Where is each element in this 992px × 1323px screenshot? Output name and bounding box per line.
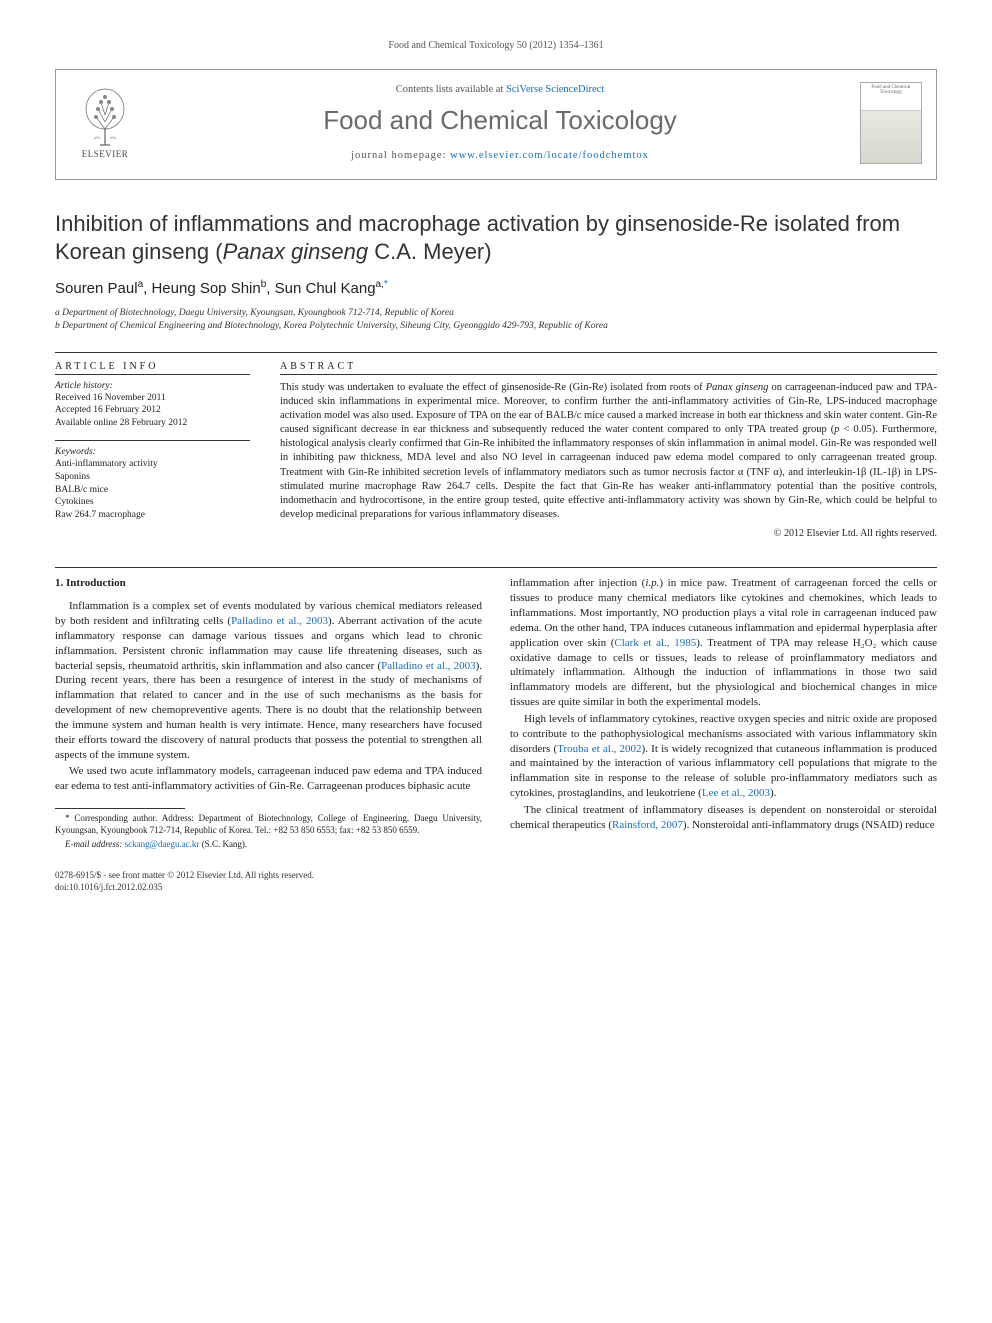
article-title: Inhibition of inflammations and macropha… <box>55 210 937 265</box>
abstract-block: ABSTRACT This study was undertaken to ev… <box>280 361 937 540</box>
elsevier-tree-icon <box>78 87 133 147</box>
citation-lee-2003[interactable]: Lee et al., 2003 <box>702 787 770 799</box>
citation-palladino-2003-b[interactable]: Palladino et al., 2003 <box>381 660 475 672</box>
journal-homepage-line: journal homepage: www.elsevier.com/locat… <box>140 150 860 161</box>
journal-masthead-box: ELSEVIER Contents lists available at Sci… <box>55 69 937 180</box>
publisher-label: ELSEVIER <box>82 149 129 159</box>
article-history-label: Article history: <box>55 381 250 391</box>
abstract-copyright: © 2012 Elsevier Ltd. All rights reserved… <box>280 528 937 539</box>
front-matter-line: 0278-6915/$ - see front matter © 2012 El… <box>55 870 937 882</box>
info-abstract-row: ARTICLE INFO Article history: Received 1… <box>55 361 937 540</box>
info-rule-2 <box>55 440 250 441</box>
email-author-name: (S.C. Kang). <box>202 839 248 849</box>
body-two-column: 1. Introduction Inflammation is a comple… <box>55 576 937 850</box>
section-1-heading: 1. Introduction <box>55 576 482 591</box>
journal-center-block: Contents lists available at SciVerse Sci… <box>140 84 860 161</box>
corresponding-author-email[interactable]: sckang@daegu.ac.kr <box>125 839 200 849</box>
citation-clark-1985[interactable]: Clark et al., 1985 <box>614 637 696 649</box>
page-running-head: Food and Chemical Toxicology 50 (2012) 1… <box>55 40 937 51</box>
abstract-rule <box>280 374 937 375</box>
page-footer: 0278-6915/$ - see front matter © 2012 El… <box>55 870 937 893</box>
corresponding-author-mark[interactable]: * <box>384 279 388 290</box>
article-history-text: Received 16 November 2011 Accepted 16 Fe… <box>55 392 250 430</box>
page-container: Food and Chemical Toxicology 50 (2012) 1… <box>0 0 992 934</box>
doi-line: doi:10.1016/j.fct.2012.02.035 <box>55 882 937 894</box>
separator-rule <box>55 352 937 353</box>
footnote-separator <box>55 808 185 809</box>
author-3: Sun Chul Kang <box>275 280 376 297</box>
keywords-label: Keywords: <box>55 447 250 457</box>
affiliation-list: a Department of Biotechnology, Daegu Uni… <box>55 307 937 334</box>
corresponding-author-footnote: * Corresponding author. Address: Departm… <box>55 813 482 836</box>
author-2-affiliation-sup: b <box>261 279 267 290</box>
citation-trouba-2002[interactable]: Trouba et al., 2002 <box>557 743 641 755</box>
article-info-block: ARTICLE INFO Article history: Received 1… <box>55 361 250 540</box>
paragraph-5: The clinical treatment of inflammatory d… <box>510 803 937 833</box>
author-1-affiliation-sup: a <box>138 279 144 290</box>
author-list: Souren Paula, Heung Sop Shinb, Sun Chul … <box>55 279 937 297</box>
paragraph-3: inflammation after injection (i.p.) in m… <box>510 576 937 710</box>
paragraph-1: Inflammation is a complex set of events … <box>55 599 482 762</box>
paragraph-2: We used two acute inflammatory models, c… <box>55 764 482 794</box>
contents-available-line: Contents lists available at SciVerse Sci… <box>140 84 860 95</box>
contents-prefix: Contents lists available at <box>396 84 506 95</box>
homepage-prefix: journal homepage: <box>351 150 450 161</box>
email-footnote: E-mail address: sckang@daegu.ac.kr (S.C.… <box>55 839 482 851</box>
separator-rule-2 <box>55 567 937 568</box>
citation-palladino-2003-a[interactable]: Palladino et al., 2003 <box>231 615 328 627</box>
affiliation-b: b Department of Chemical Engineering and… <box>55 320 937 333</box>
article-info-heading: ARTICLE INFO <box>55 361 250 372</box>
keywords-list: Anti-inflammatory activity Saponins BALB… <box>55 458 250 522</box>
paragraph-4: High levels of inflammatory cytokines, r… <box>510 712 937 801</box>
journal-cover-thumbnail: Food and Chemical Toxicology <box>860 82 922 164</box>
email-label: E-mail address: <box>65 839 122 849</box>
cover-image-area <box>861 111 921 163</box>
author-2: Heung Sop Shin <box>151 280 260 297</box>
journal-homepage-link[interactable]: www.elsevier.com/locate/foodchemtox <box>450 150 649 161</box>
abstract-text: This study was undertaken to evaluate th… <box>280 381 937 523</box>
affiliation-a: a Department of Biotechnology, Daegu Uni… <box>55 307 937 320</box>
info-rule <box>55 374 250 375</box>
citation-rainsford-2007[interactable]: Rainsford, 2007 <box>612 819 683 831</box>
abstract-heading: ABSTRACT <box>280 361 937 372</box>
publisher-logo: ELSEVIER <box>70 80 140 165</box>
author-1: Souren Paul <box>55 280 138 297</box>
journal-name: Food and Chemical Toxicology <box>140 105 860 136</box>
footnote-block: * Corresponding author. Address: Departm… <box>55 813 482 850</box>
sciencedirect-link[interactable]: SciVerse ScienceDirect <box>506 84 604 95</box>
cover-title: Food and Chemical Toxicology <box>861 83 921 111</box>
author-3-affiliation-sup: a,* <box>376 279 388 290</box>
